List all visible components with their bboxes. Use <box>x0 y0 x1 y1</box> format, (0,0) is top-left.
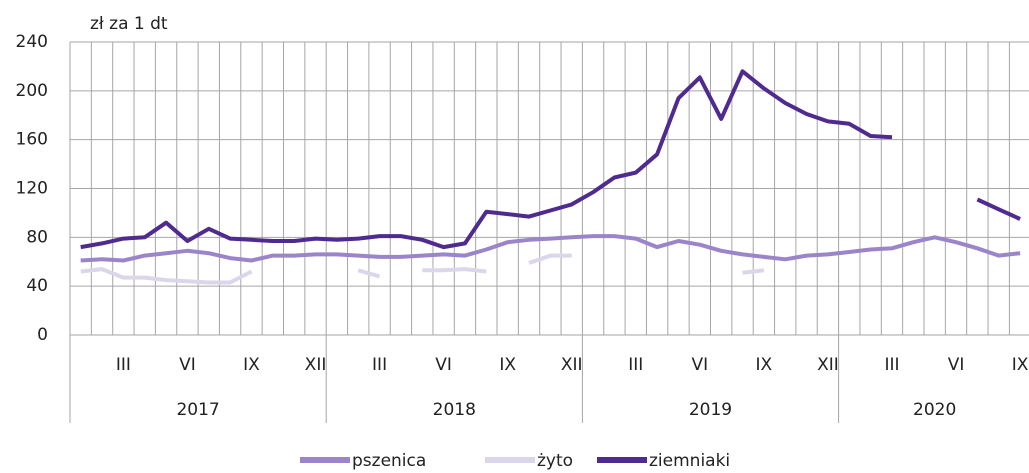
x-tick-label: VI <box>948 355 965 375</box>
x-tick-label: III <box>628 355 643 375</box>
year-label: 2019 <box>689 400 732 420</box>
y-tick-label: 160 <box>16 130 48 150</box>
x-tick-label: IX <box>1012 355 1029 375</box>
axis-unit-title: zł za 1 dt <box>90 14 168 34</box>
x-tick-label: IX <box>499 355 516 375</box>
x-tick-label: VI <box>691 355 708 375</box>
y-tick-label: 120 <box>16 179 48 199</box>
y-tick-label: 240 <box>16 32 48 52</box>
year-label: 2017 <box>176 400 219 420</box>
x-tick-label: VI <box>179 355 196 375</box>
x-tick-label: XII <box>561 355 583 375</box>
series-line <box>80 253 765 285</box>
x-tick-label: XII <box>305 355 327 375</box>
x-tick-label: III <box>884 355 899 375</box>
x-tick-label: XII <box>817 355 839 375</box>
legend-label: żyto <box>537 451 573 471</box>
x-tick-label: IX <box>756 355 773 375</box>
x-tick-label: VI <box>435 355 452 375</box>
x-tick-label: III <box>116 355 131 375</box>
y-tick-label: 40 <box>26 276 48 296</box>
y-tick-label: 0 <box>37 325 48 345</box>
year-label: 2018 <box>433 400 476 420</box>
legend-label: pszenica <box>352 451 426 471</box>
legend-label: ziemniaki <box>649 451 730 471</box>
y-tick-label: 80 <box>26 227 48 247</box>
series-line <box>80 234 1021 263</box>
year-label: 2020 <box>913 400 956 420</box>
series-line <box>80 69 1021 250</box>
y-tick-label: 200 <box>16 81 48 101</box>
x-tick-label: IX <box>243 355 260 375</box>
x-tick-label: III <box>372 355 387 375</box>
